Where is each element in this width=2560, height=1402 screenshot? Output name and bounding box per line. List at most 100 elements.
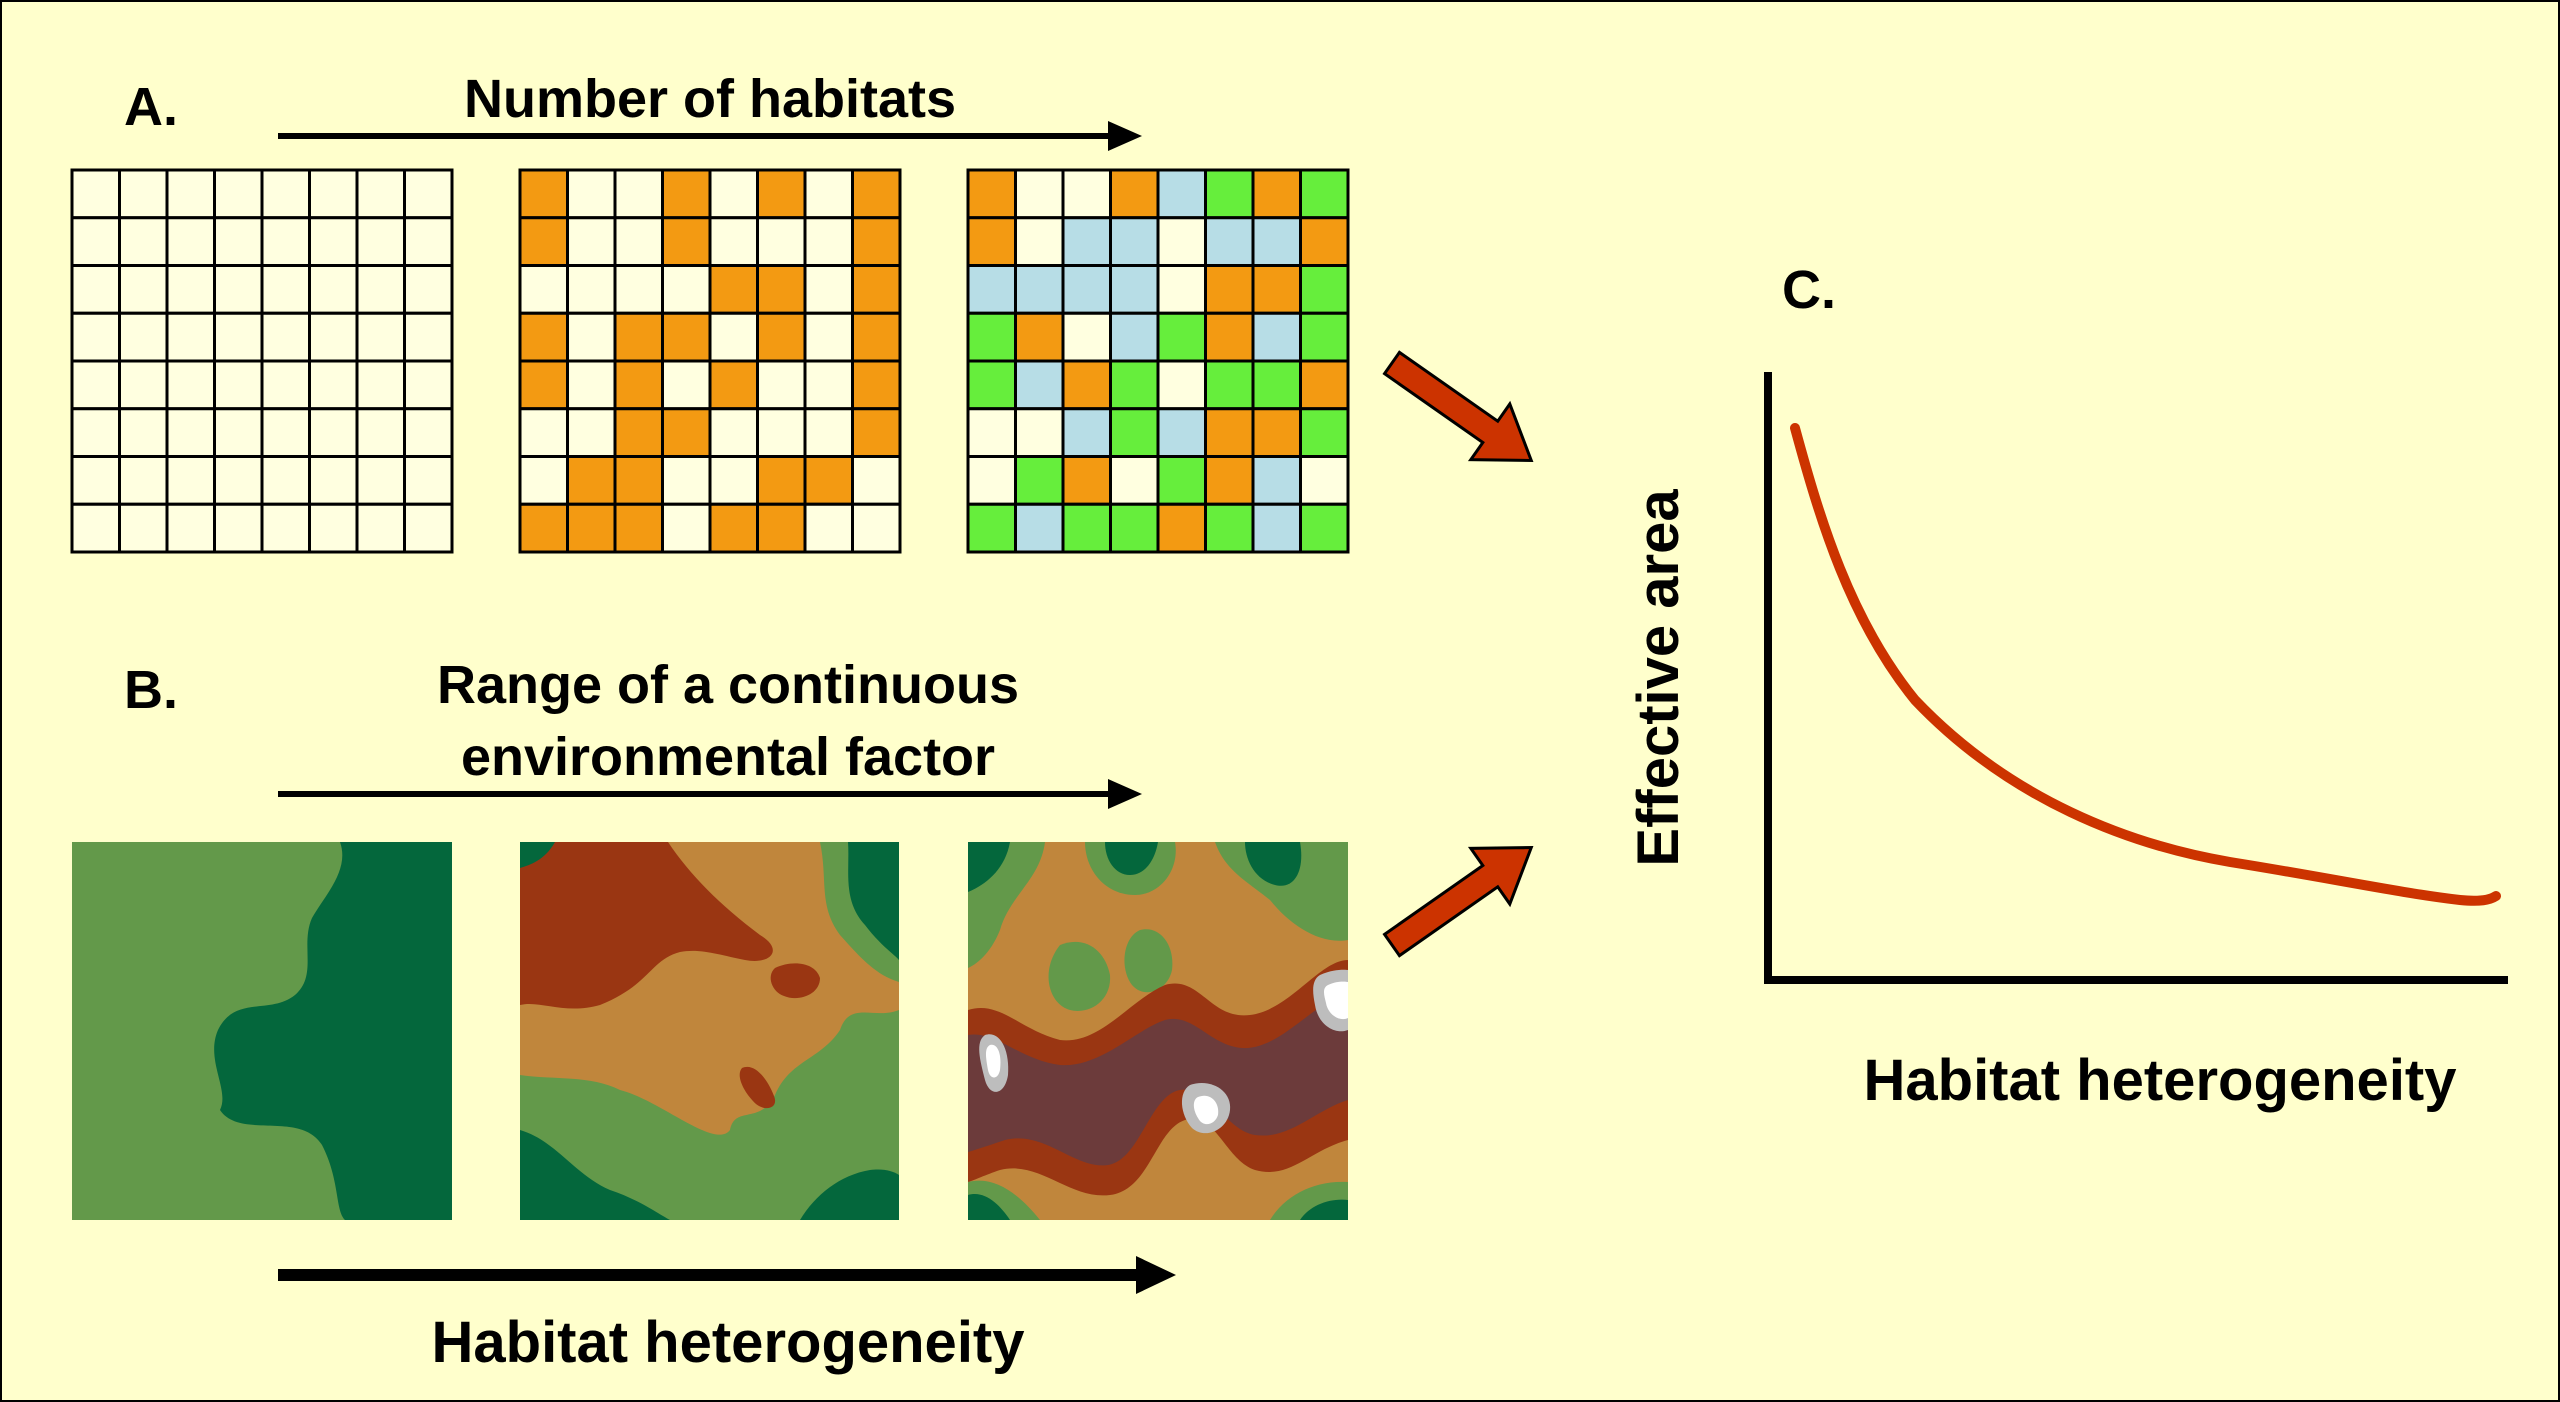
grid-cell [851,216,902,267]
grid-cell [1109,216,1160,267]
grid-cell [803,407,854,458]
grid-cell [613,455,664,506]
grid-cell [70,168,121,220]
grid-cell [1156,216,1207,267]
grid-cell [308,407,359,458]
grid-cell [613,311,664,363]
grid-cell [403,407,454,458]
habitat-grid-3 [966,168,1350,554]
grid-cell [803,359,854,411]
grid-cell [1061,311,1112,363]
grid-cell [1109,311,1160,363]
effective-area-curve [1790,423,2501,906]
grid-cell [966,216,1017,267]
grid-cell [118,359,169,411]
grid-cell [165,502,216,554]
grid-cell [70,359,121,411]
grid-cell [851,359,902,411]
grid-cell [518,311,569,363]
grid-cell [966,168,1017,220]
grid-cell [803,216,854,267]
grid-cell [1299,407,1350,458]
arrow-b-to-c [1382,845,1534,958]
grid-cell [165,264,216,315]
grid-cell [1156,168,1207,220]
grid-cell [1014,502,1065,554]
grid-cell [1251,168,1302,220]
grid-cell [613,168,664,220]
grid-cell [1299,502,1350,554]
grid-cell [118,502,169,554]
landscape-high-heterogeneity [968,842,1348,1220]
grid-cell [708,311,759,363]
panel-a-arrow [278,121,1142,151]
grid-cell [661,359,712,411]
grid-cell [308,311,359,363]
grid-cell [803,502,854,554]
grid-cell [355,407,406,458]
grid-cell [756,359,807,411]
grid-cell [403,264,454,315]
grid-cell [756,216,807,267]
panel-b-arrow [278,779,1142,809]
grid-cell [70,407,121,458]
habitat-grid-2 [518,168,902,554]
grid-cell [260,311,311,363]
grid-cell [1156,359,1207,411]
grid-cell [708,455,759,506]
grid-cell [308,359,359,411]
grid-cell [756,455,807,506]
grid-cell [661,407,712,458]
grid-cell [213,455,264,506]
grid-cell [756,502,807,554]
grid-cell [1156,502,1207,554]
grid-cell [966,359,1017,411]
grid-cell [1014,216,1065,267]
grid-cell [165,359,216,411]
grid-cell [403,455,454,506]
grid-cell [566,216,617,267]
grid-cell [355,168,406,220]
grid-cell [708,216,759,267]
grid-cell [966,407,1017,458]
grid-cell [1014,311,1065,363]
grid-cell [851,311,902,363]
grid-cell [613,407,664,458]
grid-cell [851,455,902,506]
grid-cell [661,216,712,267]
grid-cell [260,264,311,315]
grid-cell [260,455,311,506]
grid-cell [756,407,807,458]
heterogeneity-arrow-label: Habitat heterogeneity [432,1310,1025,1375]
grid-cell [966,502,1017,554]
grid-cell [213,359,264,411]
grid-cell [165,216,216,267]
grid-cell [308,168,359,220]
grid-cell [661,455,712,506]
grid-cell [260,407,311,458]
grid-cell [213,502,264,554]
grid-cell [70,311,121,363]
grid-cell [566,502,617,554]
grid-cell [118,311,169,363]
grid-cell [966,455,1017,506]
grid-cell [403,168,454,220]
grid-cell [1109,359,1160,411]
grid-cell [708,264,759,315]
grid-cell [613,502,664,554]
landscape-mid-heterogeneity [520,842,899,1220]
grid-cell [260,502,311,554]
grid-cell [756,264,807,315]
grid-cell [708,407,759,458]
grid-cell [1109,168,1160,220]
grid-cell [1156,407,1207,458]
grid-cell [1061,359,1112,411]
grid-cell [1109,455,1160,506]
grid-cell [966,264,1017,315]
grid-cell [708,359,759,411]
grid-cell [213,264,264,315]
landscape-low-heterogeneity [72,842,452,1220]
grid-cell [308,502,359,554]
